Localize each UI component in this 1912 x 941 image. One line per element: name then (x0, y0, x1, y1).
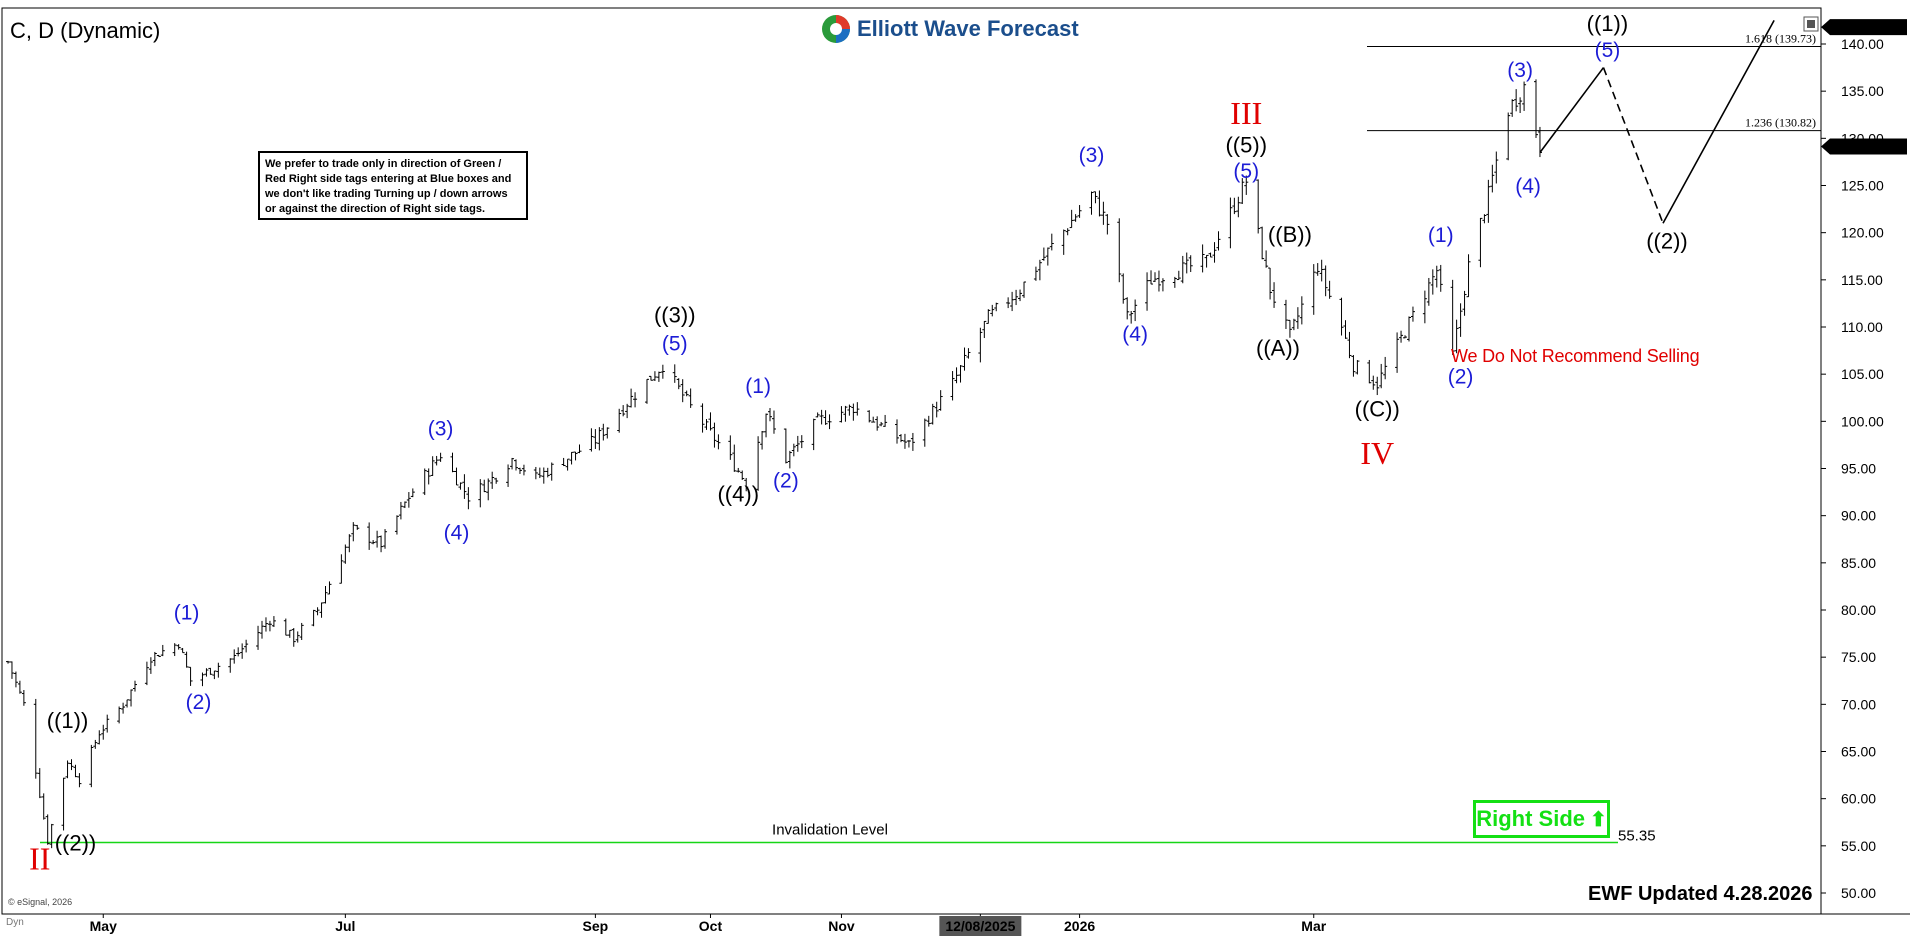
esignal-copyright: © eSignal, 2026 (8, 897, 73, 907)
logo-text: Elliott Wave Forecast (857, 16, 1079, 41)
wave-label: (5) (662, 333, 688, 356)
y-tick-label: 65.00 (1841, 744, 1876, 760)
wave-label: II (29, 840, 50, 876)
y-tick-label: 105.00 (1841, 366, 1884, 382)
wave-label: ((1)) (47, 708, 89, 733)
wave-label: (3) (428, 417, 454, 440)
wave-label: (2) (186, 691, 212, 714)
y-tick-label: 85.00 (1841, 555, 1876, 571)
projection-solid-line (1539, 67, 1605, 153)
trading-note-box: We prefer to trade only in direction of … (258, 151, 528, 220)
settings-square-inner (1807, 20, 1815, 28)
wave-label: (1) (174, 601, 200, 624)
y-tick-label: 115.00 (1841, 272, 1883, 288)
wave-label: ((2)) (1646, 229, 1688, 254)
price-tag (1821, 19, 1907, 36)
wave-label: (5) (1595, 39, 1621, 62)
no-sell-note: We Do Not Recommend Selling (1451, 346, 1700, 366)
projection-dashed-line (1602, 67, 1664, 224)
chart-title: C, D (Dynamic) (10, 18, 160, 43)
wave-label: (2) (1448, 366, 1474, 389)
fib-label: 1.618 (139.73) (1745, 32, 1816, 46)
wave-label: ((C)) (1355, 397, 1400, 422)
y-tick-label: 140.00 (1841, 36, 1884, 52)
y-tick-label: 55.00 (1841, 838, 1876, 854)
price-tag-label: 129.14 (1835, 138, 1878, 154)
wave-label: (4) (1515, 175, 1541, 198)
wave-label: (3) (1507, 59, 1533, 82)
trading-note-text: We prefer to trade only in direction of … (265, 158, 512, 215)
y-tick-label: 50.00 (1841, 885, 1876, 901)
arrow-up-icon: ⬆ (1590, 808, 1607, 831)
invalidation-label: Invalidation Level (772, 822, 888, 839)
y-tick-label: 80.00 (1841, 602, 1876, 618)
wave-label: III (1230, 95, 1262, 131)
fib-label: 1.236 (130.82) (1745, 116, 1816, 130)
x-tick-label: 2026 (1064, 918, 1095, 934)
wave-label: (3) (1079, 144, 1105, 167)
wave-label: (5) (1233, 160, 1259, 183)
y-tick-label: 95.00 (1841, 461, 1876, 477)
y-tick-label: 70.00 (1841, 696, 1876, 712)
wave-label: ((1)) (1587, 11, 1629, 36)
wave-label: ((4)) (717, 482, 759, 507)
right-side-label: Right Side (1476, 806, 1585, 831)
price-tag-label: 141.79 (1835, 19, 1878, 35)
invalidation-value: 55.35 (1618, 828, 1656, 845)
y-tick-label: 135.00 (1841, 83, 1884, 99)
x-crosshair-date-box (939, 916, 1022, 936)
x-tick-label: Jul (335, 918, 355, 934)
wave-label: ((5)) (1225, 132, 1267, 157)
wave-label: (4) (444, 521, 470, 544)
wave-label: ((2)) (55, 831, 97, 856)
y-tick-label: 75.00 (1841, 649, 1876, 665)
wave-label: (2) (773, 469, 799, 492)
plot-frame (1, 7, 1822, 915)
wave-label: (1) (1428, 224, 1454, 247)
wave-label: ((A)) (1256, 335, 1300, 360)
x-tick-label: May (90, 918, 117, 934)
x-tick-label: Mar (1301, 918, 1326, 934)
price-tag (1821, 138, 1907, 155)
y-tick-label: 110.00 (1841, 319, 1883, 335)
y-tick-label: 125.00 (1841, 178, 1884, 194)
x-tick-label: Sep (583, 918, 609, 934)
dyn-tag: Dyn (6, 917, 24, 928)
x-tick-label: Oct (699, 918, 723, 934)
logo: Elliott Wave Forecast (821, 12, 1079, 46)
wave-label: IV (1360, 435, 1394, 471)
right-side-tag: Right Side ⬆ (1473, 800, 1610, 838)
wave-label: ((B)) (1268, 222, 1312, 247)
wave-label: (4) (1122, 323, 1148, 346)
y-tick-label: 100.00 (1841, 413, 1884, 429)
wave-label: ((3)) (654, 302, 696, 327)
x-crosshair-date-label: 12/08/2025 (945, 918, 1015, 934)
logo-globe-icon (822, 15, 850, 43)
updated-stamp: EWF Updated 4.28.2026 (1588, 883, 1813, 905)
wave-label: (1) (745, 375, 771, 398)
y-tick-label: 60.00 (1841, 791, 1876, 807)
x-tick-label: Nov (828, 918, 855, 934)
projection-solid-line (1662, 20, 1775, 224)
y-tick-label: 90.00 (1841, 508, 1876, 524)
y-tick-label: 120.00 (1841, 225, 1884, 241)
